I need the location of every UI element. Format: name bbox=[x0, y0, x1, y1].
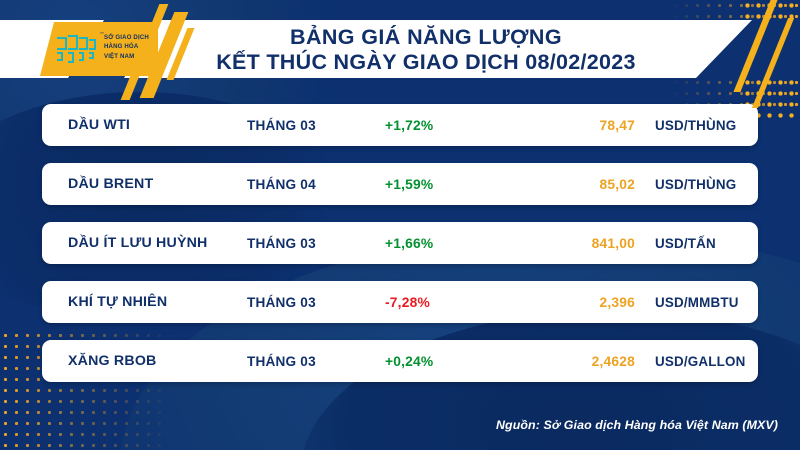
change-percent: +1,59% bbox=[385, 176, 434, 192]
price-unit: USD/THÙNG bbox=[655, 117, 737, 133]
contract-month: THÁNG 03 bbox=[247, 353, 316, 369]
commodity-name: DẦU BRENT bbox=[68, 176, 154, 192]
contract-month: THÁNG 03 bbox=[247, 235, 316, 251]
price-unit: USD/GALLON bbox=[655, 353, 746, 369]
settlement-price: 78,47 bbox=[599, 117, 635, 133]
table-row[interactable]: DẦU BRENT THÁNG 04 +1,59% 85,02 USD/THÙN… bbox=[42, 163, 758, 205]
change-percent: +1,66% bbox=[385, 235, 434, 251]
change-percent: -7,28% bbox=[385, 294, 430, 310]
settlement-price: 2,4628 bbox=[591, 353, 635, 369]
mxv-maze-logo-icon bbox=[55, 34, 99, 64]
logo-line-3: VIỆT NAM bbox=[104, 52, 135, 60]
contract-month: THÁNG 03 bbox=[247, 117, 316, 133]
table-row[interactable]: DẦU ÍT LƯU HUỲNH THÁNG 03 +1,66% 841,00 … bbox=[42, 222, 758, 264]
logo-wordmark: SỞ GIAO DỊCH HÀNG HÓA VIỆT NAM bbox=[104, 33, 149, 61]
commodity-name: XĂNG RBOB bbox=[68, 353, 157, 369]
change-percent: +1,72% bbox=[385, 117, 434, 133]
commodity-name: DẦU ÍT LƯU HUỲNH bbox=[68, 235, 208, 251]
brand-logo: ™ SỞ GIAO DỊCH HÀNG HÓA VIỆT NAM bbox=[40, 22, 158, 76]
table-row[interactable]: KHÍ TỰ NHIÊN THÁNG 03 -7,28% 2,396 USD/M… bbox=[42, 281, 758, 323]
contract-month: THÁNG 04 bbox=[247, 176, 316, 192]
settlement-price: 85,02 bbox=[599, 176, 635, 192]
commodity-name: DẦU WTI bbox=[68, 117, 131, 133]
settlement-price: 2,396 bbox=[599, 294, 635, 310]
logo-line-2: HÀNG HÓA bbox=[104, 43, 139, 51]
commodity-name: KHÍ TỰ NHIÊN bbox=[68, 294, 168, 310]
price-unit: USD/TẤN bbox=[655, 235, 716, 251]
change-percent: +0,24% bbox=[385, 353, 434, 369]
settlement-price: 841,00 bbox=[591, 235, 635, 251]
contract-month: THÁNG 03 bbox=[247, 294, 316, 310]
price-unit: USD/THÙNG bbox=[655, 176, 737, 192]
source-credit: Nguồn: Sở Giao dịch Hàng hóa Việt Nam (M… bbox=[495, 418, 778, 432]
logo-line-1: SỞ GIAO DỊCH bbox=[104, 34, 149, 41]
table-row[interactable]: DẦU WTI THÁNG 03 +1,72% 78,47 USD/THÙNG bbox=[42, 104, 758, 146]
price-unit: USD/MMBTU bbox=[655, 294, 739, 310]
price-table: DẦU WTI THÁNG 03 +1,72% 78,47 USD/THÙNG … bbox=[42, 104, 758, 399]
table-row[interactable]: XĂNG RBOB THÁNG 03 +0,24% 2,4628 USD/GAL… bbox=[42, 340, 758, 382]
